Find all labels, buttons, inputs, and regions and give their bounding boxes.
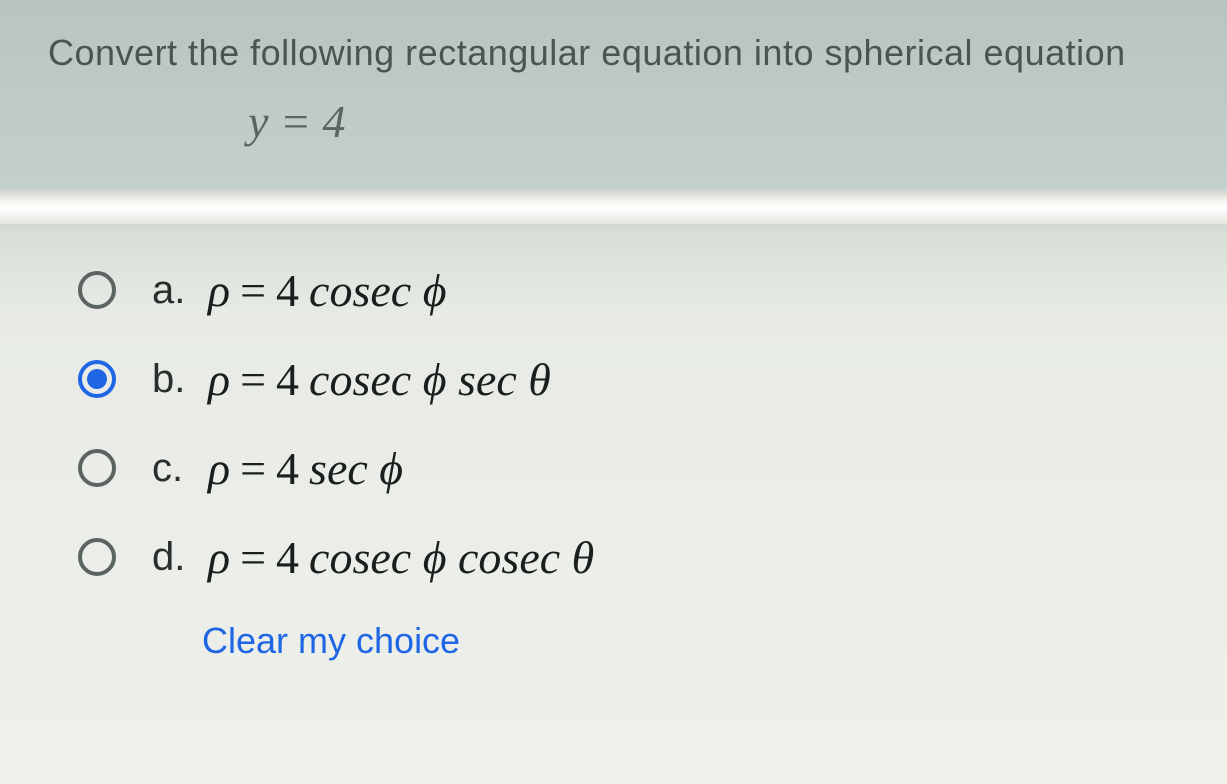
clear-choice-link[interactable]: Clear my choice <box>202 620 1179 662</box>
option-letter-d: d. <box>152 535 208 580</box>
given-equation: y = 4 <box>248 95 1179 148</box>
option-a[interactable]: a. ρ = 4 cosec ϕ <box>78 264 1179 317</box>
divider <box>0 188 1227 224</box>
option-equation-c: ρ = 4 sec ϕ <box>208 442 403 495</box>
radio-a[interactable] <box>78 271 116 309</box>
option-equation-a: ρ = 4 cosec ϕ <box>208 264 447 317</box>
option-b[interactable]: b. ρ = 4 cosec ϕ sec θ <box>78 353 1179 406</box>
option-equation-b: ρ = 4 cosec ϕ sec θ <box>208 353 551 406</box>
radio-d[interactable] <box>78 538 116 576</box>
option-c[interactable]: c. ρ = 4 sec ϕ <box>78 442 1179 495</box>
option-letter-a: a. <box>152 268 208 313</box>
radio-c[interactable] <box>78 449 116 487</box>
option-letter-c: c. <box>152 446 208 491</box>
option-equation-d: ρ = 4 cosec ϕ cosec θ <box>208 531 594 584</box>
options-area: a. ρ = 4 cosec ϕ b. ρ = 4 cosec ϕ sec θ … <box>0 224 1227 662</box>
question-area: Convert the following rectangular equati… <box>0 0 1227 148</box>
radio-b-inner-icon <box>87 369 107 389</box>
radio-b[interactable] <box>78 360 116 398</box>
question-prompt: Convert the following rectangular equati… <box>48 30 1179 77</box>
option-letter-b: b. <box>152 357 208 402</box>
option-d[interactable]: d. ρ = 4 cosec ϕ cosec θ <box>78 531 1179 584</box>
